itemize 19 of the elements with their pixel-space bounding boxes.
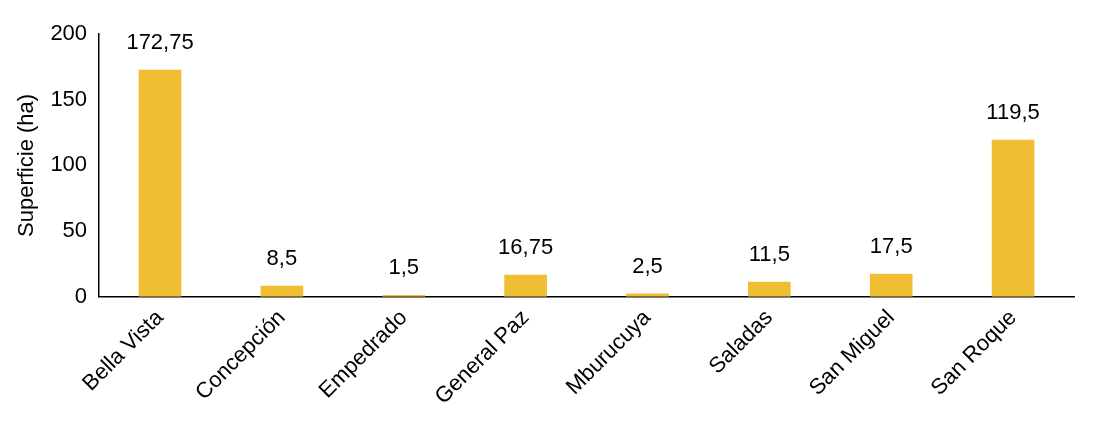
data-label: 17,5	[869, 232, 913, 258]
data-label: 8,5	[266, 244, 298, 270]
data-label: 119,5	[986, 98, 1040, 124]
bar	[138, 69, 182, 297]
data-label: 16,75	[498, 233, 554, 259]
y-tick-label: 200	[50, 20, 88, 46]
y-tick-label: 0	[74, 282, 88, 308]
data-label: 2,5	[632, 252, 663, 278]
data-label: 1,5	[388, 253, 420, 279]
y-tick-label: 100	[50, 151, 88, 177]
y-axis-title: Superficie (ha)	[13, 93, 39, 237]
y-tick-label: 50	[62, 217, 88, 243]
y-tick-label: 150	[50, 85, 88, 111]
bar	[504, 274, 547, 297]
data-label: 11,5	[748, 240, 790, 266]
bar	[748, 281, 791, 297]
bar	[991, 139, 1035, 297]
data-label: 172,75	[126, 28, 194, 54]
bar	[869, 273, 913, 297]
